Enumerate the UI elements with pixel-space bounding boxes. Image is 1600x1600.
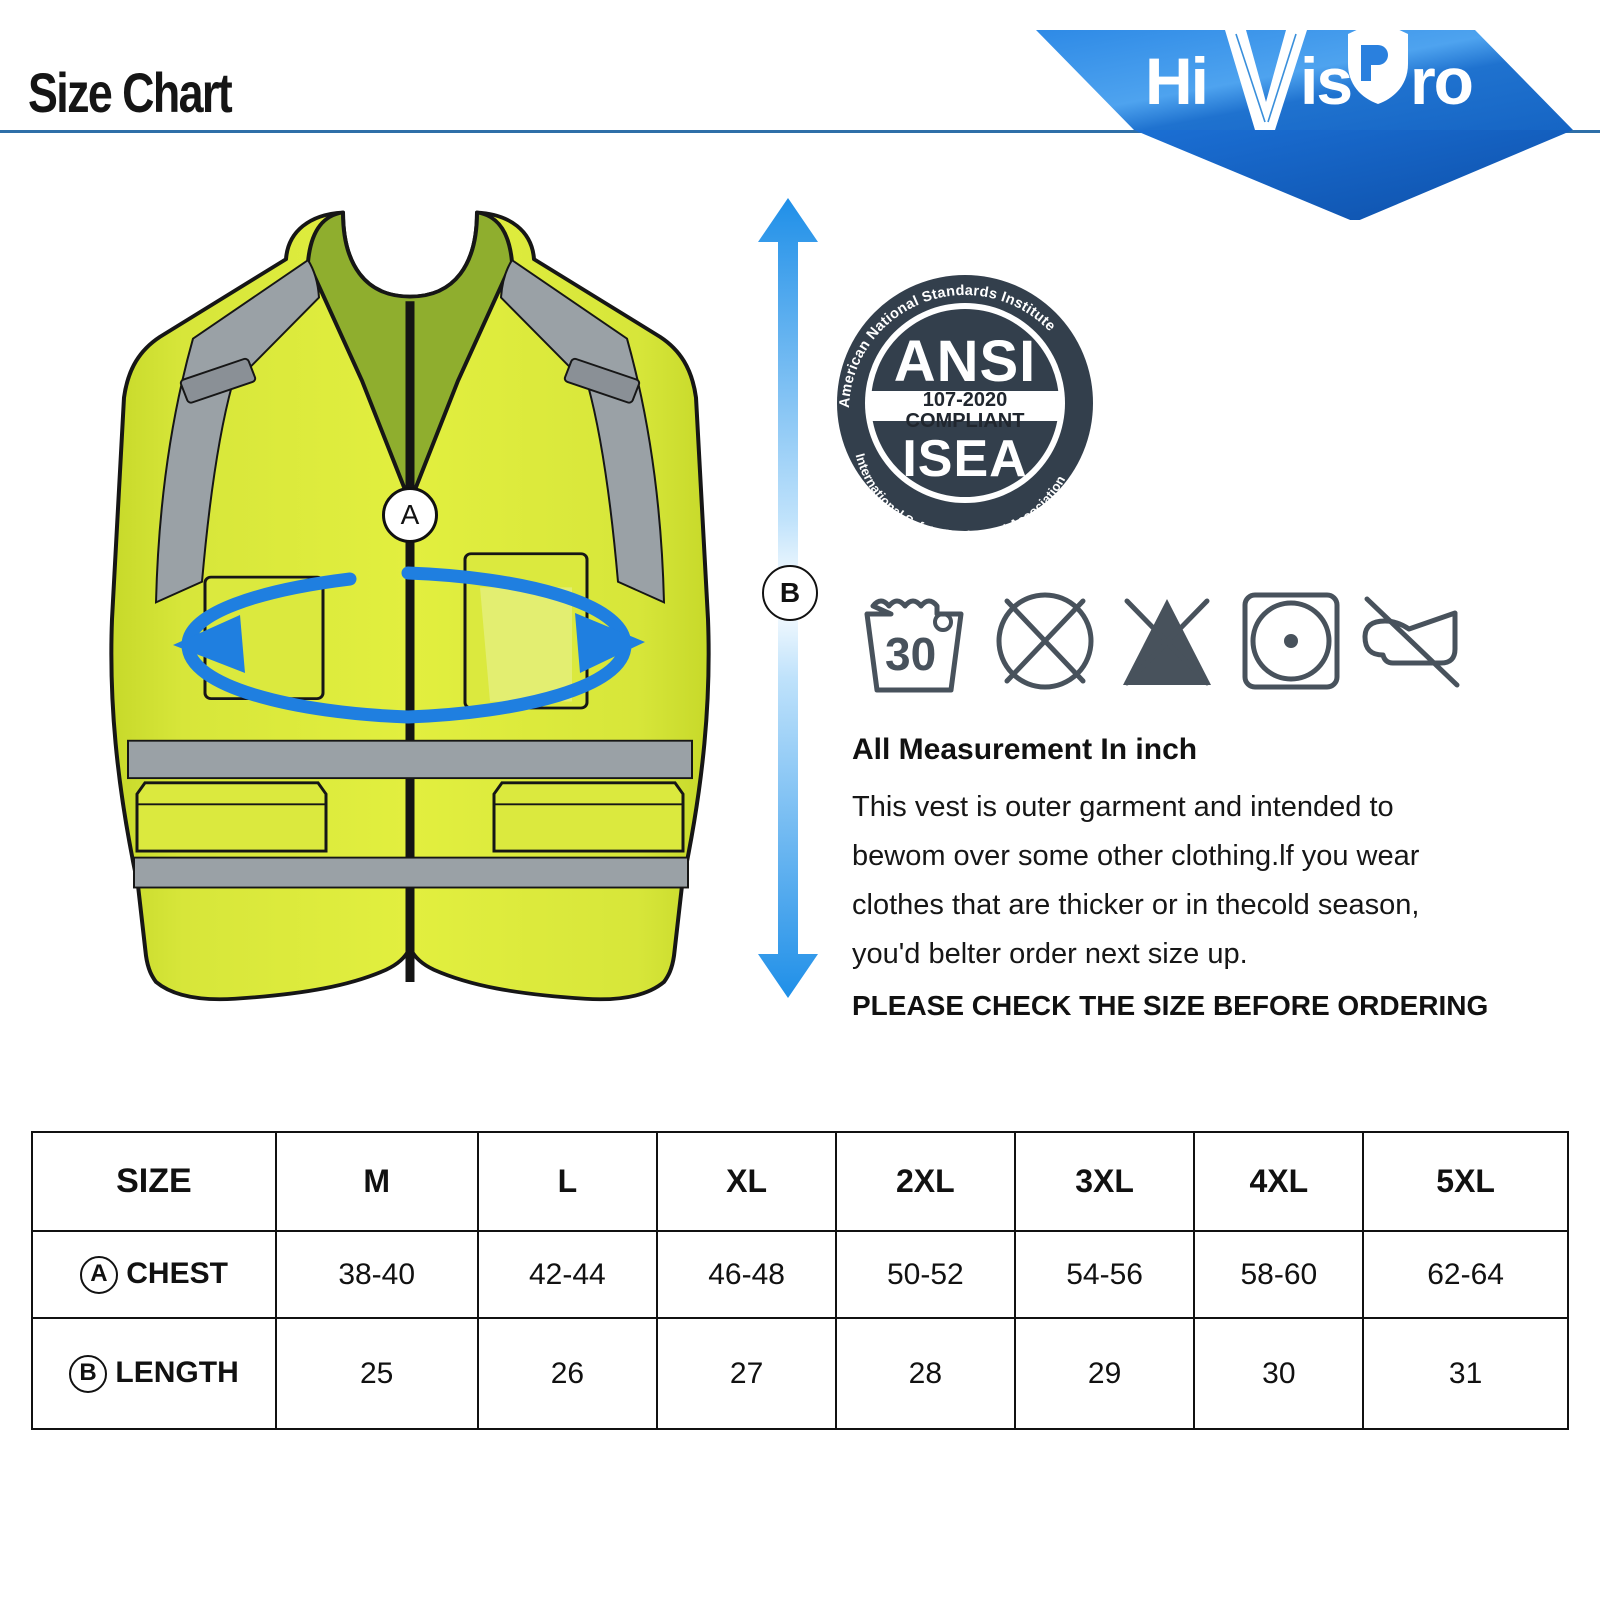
svg-text:107-2020: 107-2020 (923, 389, 1008, 411)
svg-text:COMPLIANT: COMPLIANT (906, 410, 1025, 432)
svg-text:ISEA: ISEA (902, 430, 1027, 488)
svg-text:is: is (1300, 44, 1351, 118)
svg-text:30: 30 (885, 628, 936, 680)
svg-text:Hi: Hi (1145, 44, 1207, 118)
svg-text:ro: ro (1410, 44, 1472, 118)
svg-text:ANSI: ANSI (894, 329, 1037, 394)
